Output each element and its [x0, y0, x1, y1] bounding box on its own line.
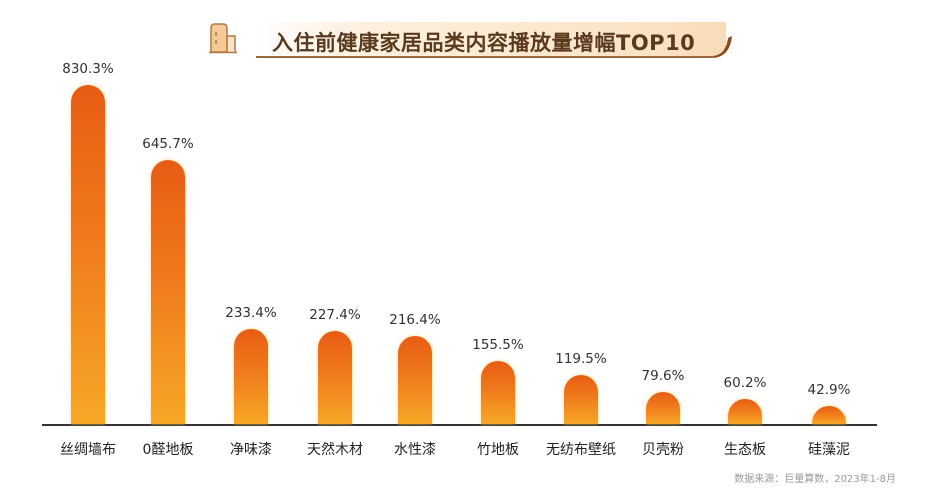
category-label: 0醛地板 — [142, 442, 194, 458]
bar — [318, 331, 352, 424]
x-axis-line — [42, 424, 877, 426]
chart-title-banner: 入住前健康家居品类内容播放量增幅TOP10 — [200, 18, 740, 60]
category-label: 丝绸墙布 — [60, 442, 116, 458]
bar-value-label: 60.2% — [723, 375, 767, 392]
category-label: 硅藻泥 — [808, 442, 850, 458]
bar — [812, 406, 846, 424]
bar-value-label: 155.5% — [472, 336, 524, 353]
category-label: 水性漆 — [394, 442, 436, 458]
bar-value-label: 79.6% — [641, 367, 685, 384]
bar — [71, 85, 105, 424]
bar-value-label: 645.7% — [142, 136, 194, 153]
bar-value-label: 233.4% — [225, 304, 277, 321]
bar — [234, 328, 268, 424]
building-icon — [209, 23, 237, 54]
bar — [646, 391, 680, 424]
bar — [728, 399, 762, 424]
bar — [398, 335, 432, 424]
bar-value-label: 42.9% — [807, 382, 851, 399]
bar-value-label: 227.4% — [309, 307, 361, 324]
chart-title: 入住前健康家居品类内容播放量增幅TOP10 — [272, 31, 696, 55]
bar-value-label: 830.3% — [62, 61, 114, 77]
title-hook-decoration — [714, 36, 732, 58]
category-label: 生态板 — [724, 442, 766, 458]
bar-value-label: 119.5% — [555, 351, 607, 368]
category-label: 无纺布壁纸 — [546, 442, 616, 458]
category-label: 贝壳粉 — [642, 442, 684, 458]
bar — [481, 360, 515, 424]
data-source-note: 数据来源：巨量算数，2023年1-8月 — [734, 474, 896, 485]
bar-value-label: 216.4% — [389, 311, 441, 328]
bar — [564, 375, 598, 424]
category-label: 净味漆 — [230, 442, 272, 458]
category-label: 天然木材 — [307, 442, 363, 458]
title-background — [256, 22, 726, 58]
category-label: 竹地板 — [477, 442, 519, 458]
bar — [151, 160, 185, 424]
